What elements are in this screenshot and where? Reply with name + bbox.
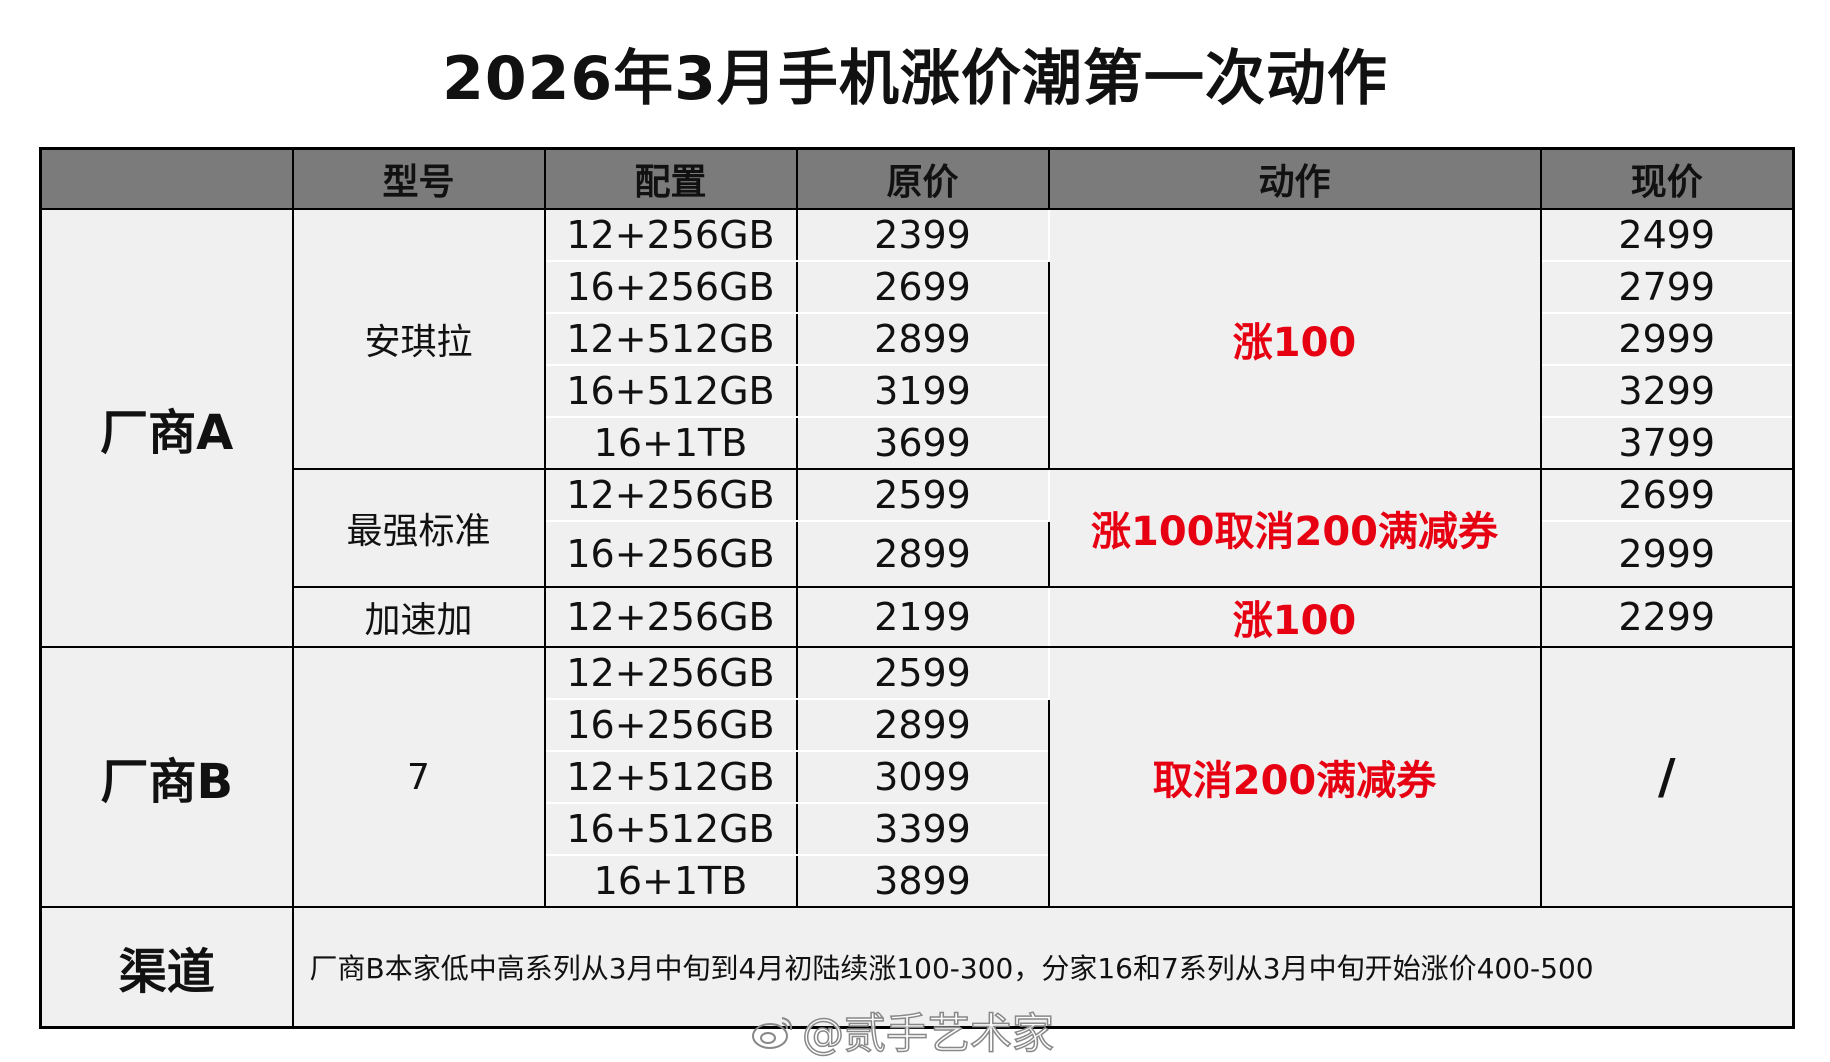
orig-price-cell: 3899 bbox=[795, 854, 1050, 908]
config-cell: 12+512GB bbox=[543, 312, 798, 366]
orig-price-cell: 2899 bbox=[795, 520, 1050, 588]
now-price-cell: 3299 bbox=[1539, 364, 1795, 418]
now-price-cell: 2999 bbox=[1539, 520, 1795, 588]
model-name: 7 bbox=[291, 646, 546, 908]
table-row: 厂商A 安琪拉 12+256GB 2399 涨100 2499 bbox=[39, 208, 1795, 648]
vendor-a-name: 厂商A bbox=[39, 208, 294, 648]
config-cell: 16+256GB bbox=[543, 260, 798, 314]
config-cell: 16+512GB bbox=[543, 364, 798, 418]
orig-price-cell: 2599 bbox=[795, 646, 1050, 700]
channel-label: 渠道 bbox=[39, 906, 294, 1028]
table-row: 12+512GB 2899 2999 bbox=[41, 312, 1795, 366]
header-corner bbox=[39, 147, 294, 210]
now-price-cell: 2799 bbox=[1539, 260, 1795, 314]
config-cell: 16+512GB bbox=[543, 802, 798, 856]
config-cell: 16+1TB bbox=[543, 854, 798, 908]
action-cell: 涨100取消200满减券 bbox=[1047, 468, 1542, 588]
config-cell: 16+256GB bbox=[543, 520, 798, 588]
config-cell: 12+256GB bbox=[543, 208, 798, 262]
now-price-cell: 2299 bbox=[1539, 586, 1795, 648]
header-config: 配置 bbox=[543, 147, 798, 210]
header-action: 动作 bbox=[1047, 147, 1542, 210]
table-row: 12+512GB 3099 bbox=[41, 750, 1794, 804]
orig-price-cell: 2599 bbox=[795, 468, 1050, 522]
action-cell: 取消200满减券 bbox=[1047, 646, 1542, 908]
table-row: 16+1TB 3699 3799 bbox=[41, 416, 1795, 470]
orig-price-cell: 3099 bbox=[795, 750, 1050, 804]
table-row: 16+256GB 2699 2799 bbox=[41, 260, 1795, 314]
header-row: 型号 配置 原价 动作 现价 bbox=[39, 147, 1795, 210]
orig-price-cell: 2399 bbox=[795, 208, 1050, 262]
orig-price-cell: 2699 bbox=[795, 260, 1050, 314]
page-title: 2026年3月手机涨价潮第一次动作 bbox=[442, 44, 1388, 114]
orig-price-cell: 2899 bbox=[795, 698, 1050, 752]
orig-price-cell: 3399 bbox=[795, 802, 1050, 856]
table-row: 16+256GB 2899 bbox=[41, 698, 1794, 752]
action-cell: 涨100 bbox=[1047, 586, 1542, 648]
channel-note: 厂商B本家低中高系列从3月中旬到4月初陆续涨100-300，分家16和7系列从3… bbox=[291, 906, 1795, 1028]
config-cell: 12+256GB bbox=[543, 646, 798, 700]
weibo-icon bbox=[750, 1012, 796, 1062]
watermark-text: @贰手艺术家 bbox=[801, 1008, 1055, 1059]
vendor-b-name: 厂商B bbox=[39, 646, 294, 908]
header-current-price: 现价 bbox=[1539, 147, 1795, 210]
now-price-cell: 2999 bbox=[1539, 312, 1795, 366]
orig-price-cell: 3199 bbox=[795, 364, 1050, 418]
table-row: 最强标准 12+256GB 2599 涨100取消200满减券 2699 bbox=[41, 468, 1795, 588]
table-row: 16+512GB 3199 3299 bbox=[41, 364, 1795, 418]
table-row: 16+1TB 3899 bbox=[41, 854, 1794, 908]
table-row: 16+256GB 2899 2999 bbox=[41, 520, 1795, 588]
config-cell: 16+256GB bbox=[543, 698, 798, 752]
config-cell: 16+1TB bbox=[543, 416, 798, 470]
price-table: 型号 配置 原价 动作 现价 厂商A 安琪拉 12+256GB 2399 涨10… bbox=[39, 147, 1795, 1029]
orig-price-cell: 2199 bbox=[795, 586, 1050, 648]
table-row: 厂商B 7 12+256GB 2599 取消200满减券 / bbox=[39, 646, 1795, 908]
header-original-price: 原价 bbox=[795, 147, 1050, 210]
now-price-cell: 2499 bbox=[1539, 208, 1795, 262]
model-name: 最强标准 bbox=[291, 468, 546, 588]
config-cell: 12+512GB bbox=[543, 750, 798, 804]
model-name: 安琪拉 bbox=[291, 208, 546, 470]
config-cell: 12+256GB bbox=[543, 468, 798, 522]
table-row: 渠道 厂商B本家低中高系列从3月中旬到4月初陆续涨100-300，分家16和7系… bbox=[39, 906, 1795, 1028]
not-applicable-mark: / bbox=[1657, 749, 1676, 805]
now-price-cell: 3799 bbox=[1539, 416, 1795, 470]
config-cell: 12+256GB bbox=[543, 586, 798, 648]
action-cell: 涨100 bbox=[1047, 208, 1542, 470]
now-price-cell: 2699 bbox=[1539, 468, 1795, 522]
model-name: 加速加 bbox=[291, 586, 546, 648]
table-row: 加速加 12+256GB 2199 涨100 2299 bbox=[41, 586, 1795, 648]
orig-price-cell: 2899 bbox=[795, 312, 1050, 366]
now-price-cell: / bbox=[1539, 646, 1795, 908]
orig-price-cell: 3699 bbox=[795, 416, 1050, 470]
table-row: 16+512GB 3399 bbox=[41, 802, 1794, 856]
header-model: 型号 bbox=[291, 147, 546, 210]
watermark: @贰手艺术家 bbox=[750, 1000, 1055, 1062]
